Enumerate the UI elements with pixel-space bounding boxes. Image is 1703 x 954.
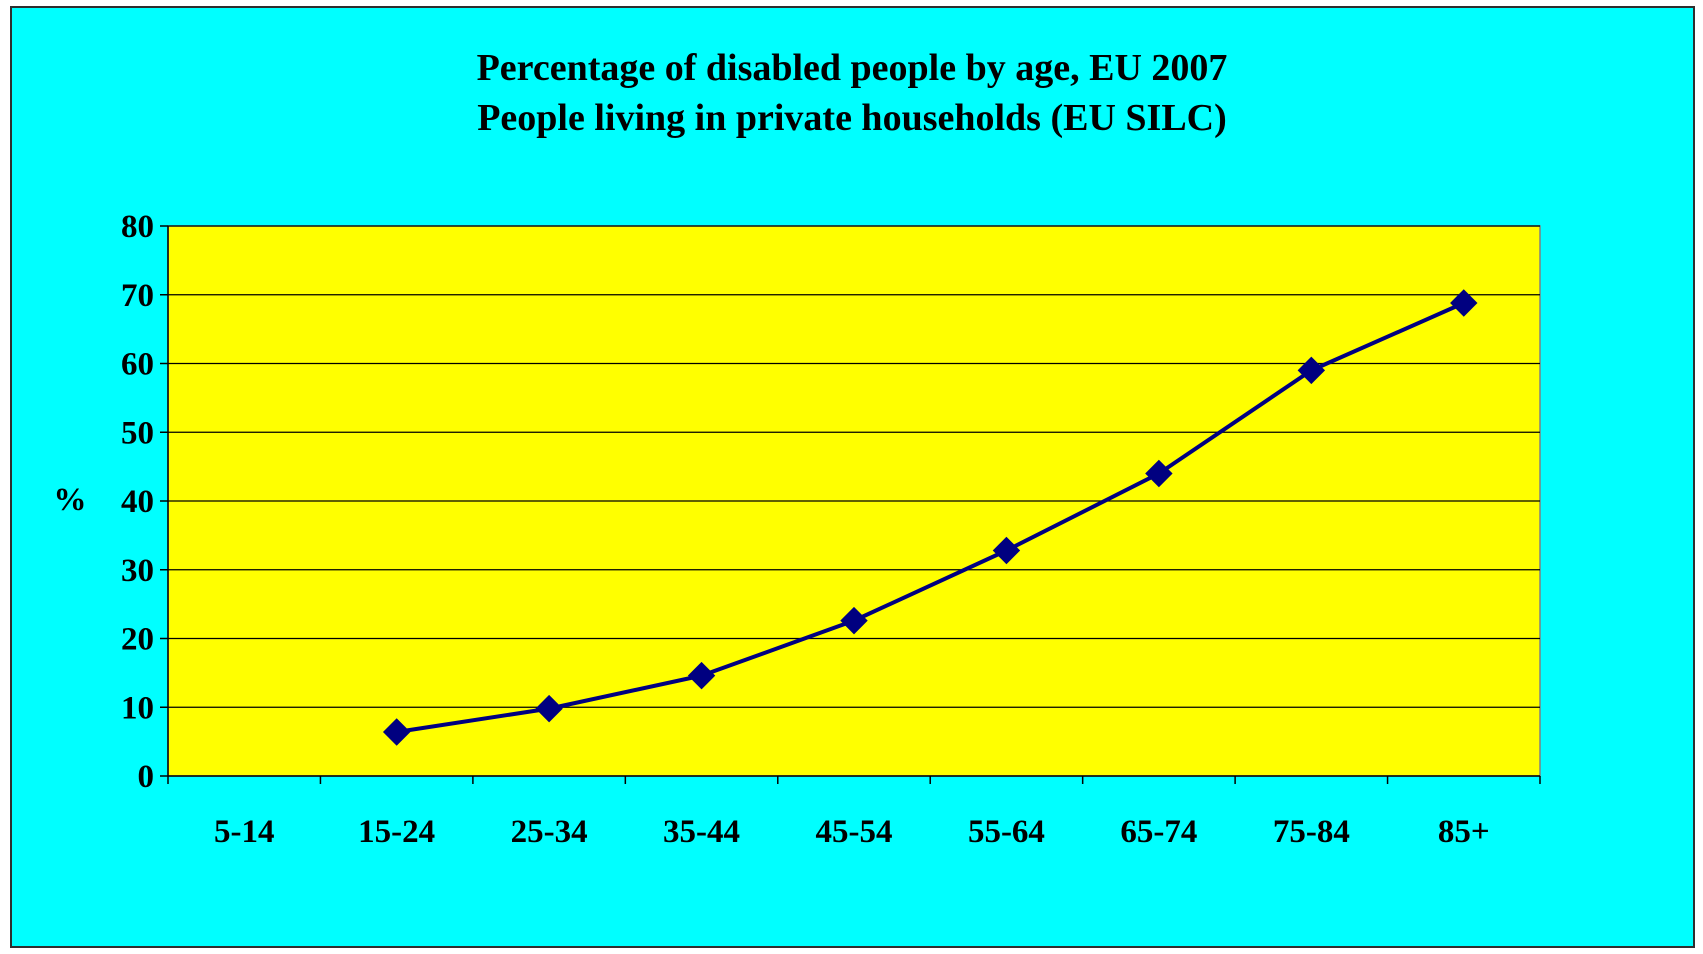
y-tick-label: 70 (121, 278, 154, 314)
chart-subtitle: People living in private households (EU … (477, 97, 1227, 139)
y-tick-label: 30 (121, 553, 154, 589)
y-tick-labels: 0 10 20 30 40 50 60 70 80 (121, 209, 154, 795)
x-tick-label: 35-44 (663, 814, 740, 850)
x-tick-labels: 5-14 15-24 25-34 35-44 45-54 55-64 65-74 75-84 8… (214, 814, 1490, 850)
y-tick-label: 20 (121, 622, 154, 658)
y-tick-label: 0 (138, 759, 155, 795)
x-tick-label: 5-14 (214, 814, 275, 850)
y-tick-label: 50 (121, 415, 154, 451)
x-tick-label: 15-24 (358, 814, 435, 850)
y-tick-label: 80 (121, 209, 154, 245)
y-tick-label: 10 (121, 690, 154, 726)
x-tick-label: 65-74 (1120, 814, 1197, 850)
chart-title: Percentage of disabled people by age, EU… (477, 47, 1228, 89)
chart-svg: Percentage of disabled people by age, EU… (12, 8, 1693, 946)
y-tick-label: 40 (121, 484, 154, 520)
x-tick-label: 25-34 (511, 814, 588, 850)
x-tick-label: 85+ (1438, 814, 1490, 850)
x-tick-label: 45-54 (816, 814, 893, 850)
y-axis-label: % (54, 482, 87, 518)
x-tick-label: 55-64 (968, 814, 1045, 850)
y-tick-label: 60 (121, 347, 154, 383)
x-tick-label: 75-84 (1273, 814, 1350, 850)
chart-frame: Percentage of disabled people by age, EU… (10, 6, 1695, 948)
